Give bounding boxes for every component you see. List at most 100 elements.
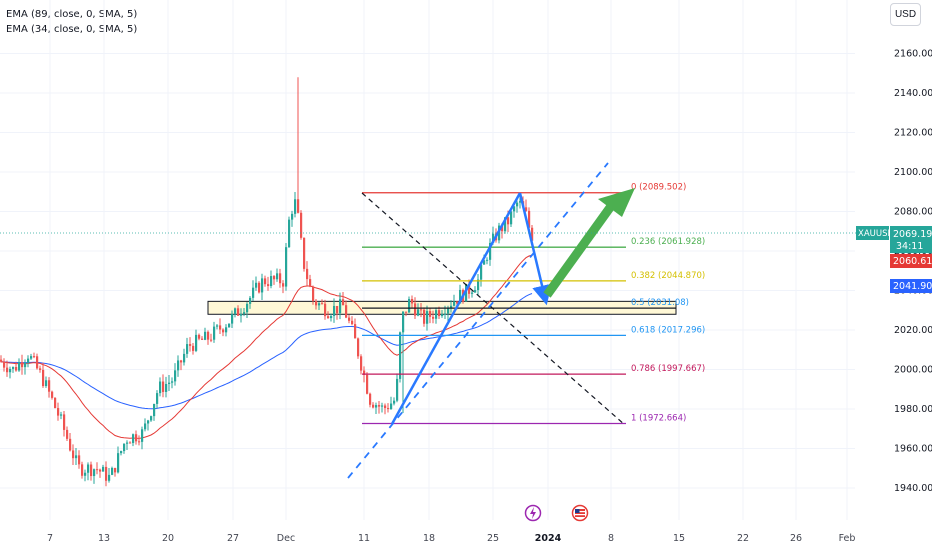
price-tick-label: 1980.00: [894, 404, 932, 415]
candle: [162, 374, 165, 398]
candle: [87, 462, 90, 481]
candle: [378, 400, 381, 414]
candle: [18, 358, 21, 372]
candle: [402, 311, 405, 413]
candle: [222, 328, 225, 337]
candle: [270, 270, 273, 289]
ema-89-tag: [890, 279, 932, 293]
candle: [210, 333, 213, 343]
candle: [318, 301, 321, 311]
candle: [366, 372, 369, 395]
indicator-ema-89[interactable]: EMA (89, close, 0, SMA, 5): [6, 9, 138, 20]
candle: [474, 286, 477, 293]
candle: [72, 444, 75, 465]
candle: [252, 280, 255, 301]
candle: [345, 300, 348, 319]
candle: [105, 461, 108, 487]
candle: [315, 299, 318, 310]
impulse-blue-line: [390, 192, 522, 425]
candle: [399, 331, 402, 383]
candle: [417, 303, 420, 317]
candle: [312, 285, 315, 305]
fib-level-label: 0.786 (1997.667): [631, 364, 705, 374]
candle: [126, 440, 129, 450]
candle: [393, 397, 396, 406]
price-axis[interactable]: 1940.001960.001980.002000.002020.002040.…: [894, 49, 932, 495]
candle: [369, 392, 372, 408]
candle: [54, 397, 57, 409]
candle: [111, 466, 114, 476]
event-icons[interactable]: [524, 504, 589, 522]
candle: [207, 330, 210, 345]
candle: [96, 462, 99, 475]
candle: [183, 348, 186, 366]
candle: [135, 430, 138, 445]
candle: [258, 281, 261, 294]
candle: [336, 305, 339, 320]
fib-level-label: 1 (1972.664): [631, 413, 686, 423]
candle: [231, 310, 234, 328]
candle: [147, 419, 150, 431]
candle: [204, 327, 207, 341]
candle: [192, 342, 195, 355]
candle: [441, 309, 444, 318]
price-tick-label: 2080.00: [894, 207, 932, 218]
candle: [129, 441, 132, 444]
candle: [264, 275, 267, 287]
candles: [0, 77, 534, 487]
candle: [36, 353, 39, 370]
candle: [186, 337, 189, 358]
candle: [360, 354, 363, 375]
candle: [144, 418, 147, 432]
candle: [195, 329, 198, 353]
indicator-ema-34[interactable]: EMA (34, close, 0, SMA, 5): [6, 24, 138, 35]
fib-level-label: 0.618 (2017.296): [631, 325, 705, 335]
ema-89-value: 2041.905: [893, 281, 932, 292]
candle: [240, 308, 243, 323]
candle: [333, 298, 336, 323]
candle: [0, 355, 3, 363]
candle: [33, 352, 36, 359]
candle: [372, 402, 375, 409]
candle: [57, 402, 60, 421]
time-tick-label: 20: [162, 533, 174, 544]
candle: [48, 377, 51, 398]
candle: [201, 336, 204, 341]
candle: [354, 318, 357, 339]
candle: [525, 199, 528, 212]
candle: [300, 210, 303, 240]
candle: [387, 403, 390, 413]
time-tick-label: 11: [358, 533, 370, 544]
fibonacci-retracement[interactable]: 0 (2089.502) 0.236 (2061.928) 0.382 (2044.…: [362, 183, 705, 425]
price-tick-label: 2120.00: [894, 128, 932, 139]
candle: [432, 310, 435, 324]
candle: [321, 299, 324, 305]
candle: [384, 403, 387, 415]
candle: [303, 237, 306, 272]
price-tick-label: 2140.00: [894, 88, 932, 99]
trend-drawings[interactable]: [347, 162, 635, 479]
price-tick-label: 2160.00: [894, 49, 932, 60]
time-axis[interactable]: 7 13 20 27 Dec 11 18 25 2024 8 15 22 26 Feb: [47, 533, 855, 544]
candle: [108, 468, 111, 483]
candle: [396, 373, 399, 403]
candle: [132, 433, 135, 447]
lightning-icon: [524, 504, 542, 522]
candle: [153, 403, 156, 421]
time-tick-label: 26: [790, 533, 802, 544]
candle: [3, 358, 6, 372]
candle: [309, 274, 312, 288]
symbol-tag: [856, 226, 889, 240]
price-tick-label: 2100.00: [894, 167, 932, 178]
currency-button[interactable]: USD: [890, 3, 921, 26]
candle: [426, 305, 429, 331]
candle: [405, 311, 408, 317]
candle: [516, 200, 519, 213]
candle: [12, 366, 15, 373]
symbol-label: XAUUSD: [858, 229, 894, 239]
last-price-value: 2069.195: [893, 229, 932, 240]
candle: [339, 292, 342, 320]
candle: [198, 333, 201, 341]
candle: [66, 426, 69, 441]
